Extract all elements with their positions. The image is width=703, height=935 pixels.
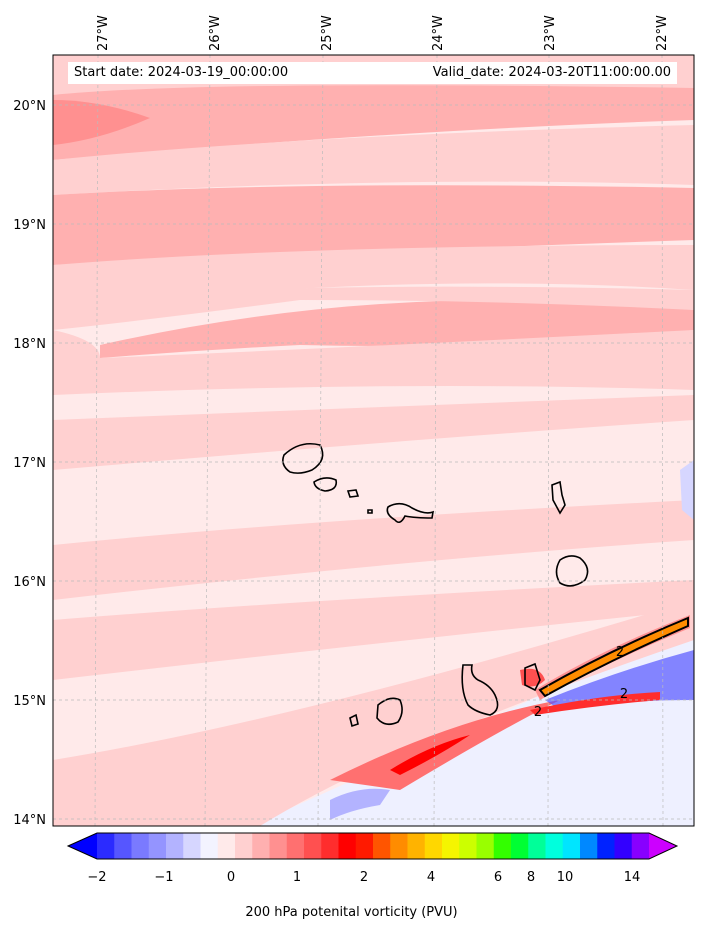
colorbar-tick: −2 [87,870,107,885]
lat-label: 20°N [13,99,46,114]
colorbar-swatch [407,833,426,859]
colorbar-tick: 14 [623,870,641,885]
colorbar-swatch [235,833,253,859]
colorbar-swatch [131,833,150,859]
colorbar-swatch [114,833,133,859]
colorbar-swatch [304,833,322,859]
contour-label: 2 [616,645,624,660]
start-date-label: Start date: 2024-03-19_00:00:00 [68,62,414,84]
colorbar-label: 200 hPa potenital vorticity (PVU) [245,905,458,920]
lat-label: 15°N [13,694,46,709]
colorbar-tick: 1 [292,870,302,885]
colorbar-swatch [562,833,581,859]
colorbar-swatch [97,833,115,859]
lon-label: 25°W [320,15,335,51]
map-frame [52,54,695,827]
colorbar-tick: 6 [493,870,503,885]
lat-label: 14°N [13,813,46,828]
coastlines [282,442,589,728]
colorbar-swatch [614,833,633,859]
colorbar-swatch [338,833,357,859]
colorbar-swatch [390,833,409,859]
lon-labels: 27°W 26°W 25°W 24°W 23°W 22°W [96,15,670,51]
colorbar-swatch [631,833,650,859]
colorbar-swatch [424,833,443,859]
colorbar-swatch [597,833,616,859]
colorbar-swatch [166,833,184,859]
colorbar-swatch [442,833,460,859]
colorbar-swatch [580,833,598,859]
lat-label: 17°N [13,456,46,471]
contour-label: 2 [534,705,542,720]
lon-label: 24°W [431,15,446,51]
lat-label: 18°N [13,337,46,352]
colorbar-outline [66,832,679,860]
lat-labels: 20°N 19°N 18°N 17°N 16°N 15°N 14°N [13,99,46,828]
colorbar-extend-max [649,833,677,859]
colorbar [66,832,679,860]
colorbar-swatch [528,833,547,859]
colorbar-swatch [493,833,512,859]
colorbar-swatch [148,833,167,859]
lon-label: 26°W [208,15,223,51]
colorbar-swatch [286,833,305,859]
lon-label: 23°W [543,15,558,51]
colorbar-swatch [321,833,340,859]
colorbar-tick: 8 [526,870,536,885]
pv-field: 2 2 2 [53,55,694,826]
colorbar-tick: 0 [226,870,236,885]
colorbar-extend-min [68,833,97,859]
colorbar-swatch [476,833,495,859]
colorbar-tick: 4 [426,870,436,885]
colorbar-tick: 2 [359,870,369,885]
colorbar-tick: 10 [556,870,574,885]
lat-label: 16°N [13,575,46,590]
lon-label: 22°W [655,15,670,51]
colorbar-swatch [459,833,478,859]
colorbar-swatch [373,833,391,859]
contour-label: 2 [620,687,628,702]
lon-label: 27°W [96,15,111,51]
valid-date-label: Valid_date: 2024-03-20T11:00:00.00 [408,62,677,84]
graticule [53,55,694,826]
colorbar-swatch [545,833,564,859]
colorbar-swatch [183,833,202,859]
colorbar-swatch [200,833,219,859]
lat-label: 19°N [13,218,46,233]
colorbar-swatch [511,833,529,859]
colorbar-swatch [252,833,271,859]
colorbar-swatch [269,833,288,859]
colorbar-tick: −1 [154,870,174,885]
colorbar-swatch [355,833,374,859]
colorbar-swatch [217,833,236,859]
